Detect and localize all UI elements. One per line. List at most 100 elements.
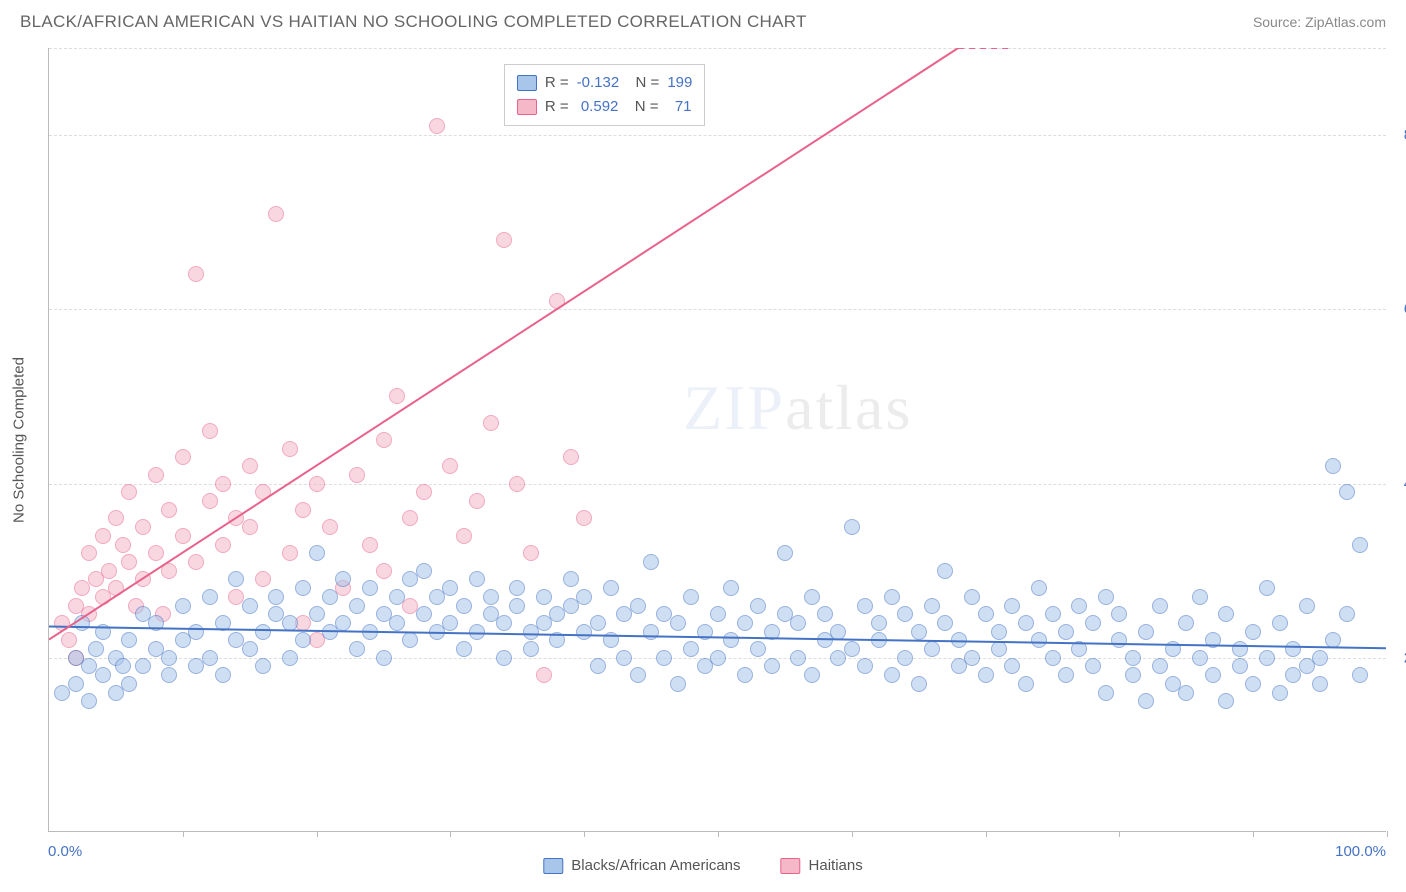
point-pink <box>148 545 164 561</box>
point-pink <box>523 545 539 561</box>
point-pink <box>202 423 218 439</box>
point-blue <box>1058 624 1074 640</box>
point-blue <box>362 580 378 596</box>
point-blue <box>1272 615 1288 631</box>
point-blue <box>523 641 539 657</box>
point-pink <box>108 580 124 596</box>
point-blue <box>242 598 258 614</box>
point-pink <box>175 449 191 465</box>
legend-item-pink: Haitians <box>781 857 863 874</box>
point-pink <box>483 415 499 431</box>
point-blue <box>737 667 753 683</box>
point-blue <box>1031 580 1047 596</box>
point-pink <box>576 510 592 526</box>
point-blue <box>1232 641 1248 657</box>
point-pink <box>349 467 365 483</box>
watermark-text: ZIPatlas <box>683 371 912 445</box>
chart-plot-area: No Schooling Completed ZIPatlas 2.0%4.0%… <box>48 48 1386 832</box>
point-pink <box>188 266 204 282</box>
point-blue <box>1339 484 1355 500</box>
point-blue <box>469 624 485 640</box>
point-blue <box>991 624 1007 640</box>
point-blue <box>161 650 177 666</box>
point-blue <box>389 589 405 605</box>
point-blue <box>643 554 659 570</box>
point-blue <box>924 598 940 614</box>
point-blue <box>335 615 351 631</box>
point-pink <box>135 519 151 535</box>
point-blue <box>1098 685 1114 701</box>
point-blue <box>1312 676 1328 692</box>
point-blue <box>991 641 1007 657</box>
point-pink <box>255 571 271 587</box>
bottom-legend: Blacks/African Americans Haitians <box>543 857 862 874</box>
point-blue <box>817 606 833 622</box>
point-blue <box>723 580 739 596</box>
point-blue <box>1205 667 1221 683</box>
point-blue <box>268 589 284 605</box>
point-pink <box>309 476 325 492</box>
point-blue <box>322 589 338 605</box>
point-blue <box>1085 658 1101 674</box>
point-blue <box>442 580 458 596</box>
point-blue <box>95 624 111 640</box>
point-blue <box>1138 624 1154 640</box>
point-blue <box>295 580 311 596</box>
point-blue <box>844 519 860 535</box>
chart-title: BLACK/AFRICAN AMERICAN VS HAITIAN NO SCH… <box>20 12 807 32</box>
point-blue <box>964 650 980 666</box>
point-blue <box>603 632 619 648</box>
point-blue <box>764 658 780 674</box>
point-blue <box>1085 615 1101 631</box>
point-blue <box>1325 458 1341 474</box>
point-blue <box>282 650 298 666</box>
point-blue <box>871 632 887 648</box>
point-blue <box>884 589 900 605</box>
point-blue <box>1339 606 1355 622</box>
point-pink <box>255 484 271 500</box>
point-pink <box>268 206 284 222</box>
point-blue <box>978 606 994 622</box>
point-blue <box>750 598 766 614</box>
point-blue <box>295 632 311 648</box>
point-blue <box>483 589 499 605</box>
point-blue <box>202 589 218 605</box>
point-blue <box>188 624 204 640</box>
point-blue <box>964 589 980 605</box>
point-pink <box>108 510 124 526</box>
point-blue <box>804 667 820 683</box>
point-blue <box>897 650 913 666</box>
point-blue <box>1259 580 1275 596</box>
stats-row-blue: R = -0.132 N = 199 <box>517 71 692 95</box>
point-blue <box>309 606 325 622</box>
point-blue <box>563 571 579 587</box>
point-blue <box>1058 667 1074 683</box>
point-blue <box>777 545 793 561</box>
point-pink <box>175 528 191 544</box>
point-pink <box>362 537 378 553</box>
point-blue <box>1165 641 1181 657</box>
trend-lines <box>49 48 1386 831</box>
point-pink <box>295 502 311 518</box>
point-blue <box>175 598 191 614</box>
point-blue <box>1111 632 1127 648</box>
point-pink <box>429 118 445 134</box>
point-blue <box>804 589 820 605</box>
point-blue <box>1045 606 1061 622</box>
point-pink <box>61 632 77 648</box>
stats-legend-box: R = -0.132 N = 199 R = 0.592 N = 71 <box>504 64 705 126</box>
point-blue <box>215 615 231 631</box>
point-blue <box>683 641 699 657</box>
point-blue <box>1152 598 1168 614</box>
point-blue <box>362 624 378 640</box>
point-blue <box>81 693 97 709</box>
point-blue <box>88 641 104 657</box>
x-label-min: 0.0% <box>48 843 82 860</box>
point-pink <box>215 476 231 492</box>
point-blue <box>1192 650 1208 666</box>
point-pink <box>376 432 392 448</box>
point-blue <box>1285 641 1301 657</box>
point-blue <box>1098 589 1114 605</box>
point-blue <box>750 641 766 657</box>
point-pink <box>161 502 177 518</box>
